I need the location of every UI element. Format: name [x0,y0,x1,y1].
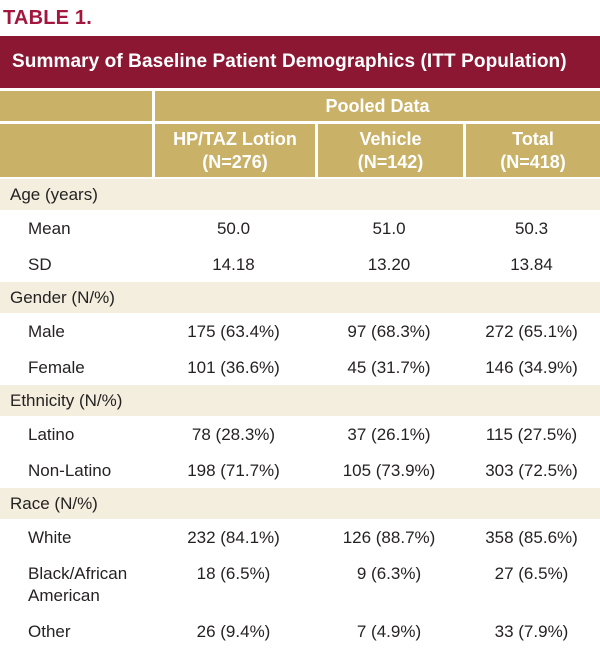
row-label: Mean [28,219,71,238]
column-header-row: HP/TAZ Lotion (N=276) Vehicle (N=142) To… [0,124,600,177]
column-header-vehicle-n: (N=142) [357,151,424,172]
column-header-total-n: (N=418) [500,151,566,172]
column-header-total: Total (N=418) [463,124,600,177]
table-row-black-african-american: Black/African American 18 (6.5%) 9 (6.3%… [0,555,600,613]
section-header-ethnicity: Ethnicity (N/%) [0,385,600,416]
cell-total: 146 (34.9%) [485,358,578,377]
row-label: Other [28,622,71,641]
cell-hptaz: 26 (9.4%) [196,622,271,641]
column-header-hptaz: HP/TAZ Lotion (N=276) [152,124,315,177]
table-title-text: Summary of Baseline Patient Demographics… [12,51,567,72]
cell-total: 27 (6.5%) [494,564,569,583]
cell-total: 50.3 [514,219,549,238]
table-row-sd: SD 14.18 13.20 13.84 [0,246,600,282]
row-label: Latino [28,425,75,444]
table-title-bar: Summary of Baseline Patient Demographics… [0,36,600,88]
row-label: Non-Latino [28,461,112,480]
cell-total: 272 (65.1%) [485,322,578,341]
demographics-table: Summary of Baseline Patient Demographics… [0,36,600,649]
cell-total: 33 (7.9%) [494,622,569,641]
cell-hptaz: 232 (84.1%) [187,528,280,547]
column-header-total-name: Total [512,128,554,149]
section-header-race: Race (N/%) [0,488,600,519]
table-row-non-latino: Non-Latino 198 (71.7%) 105 (73.9%) 303 (… [0,452,600,488]
cell-total: 13.84 [510,255,553,274]
table-row-mean: Mean 50.0 51.0 50.3 [0,210,600,246]
pooled-data-header: Pooled Data [152,91,600,121]
row-label: White [28,528,72,547]
table-number-title: TABLE 1. [3,7,93,29]
table-row-white: White 232 (84.1%) 126 (88.7%) 358 (85.6%… [0,519,600,555]
column-header-vehicle-name: Vehicle [359,128,422,149]
cell-vehicle: 7 (4.9%) [356,622,422,641]
cell-hptaz: 18 (6.5%) [196,564,271,583]
pooled-empty-cell [0,91,152,121]
cell-total: 115 (27.5%) [485,425,578,444]
cell-vehicle: 9 (6.3%) [356,564,422,583]
table-row-female: Female 101 (36.6%) 45 (31.7%) 146 (34.9%… [0,349,600,385]
pooled-data-row: Pooled Data [0,91,600,121]
cell-hptaz: 50.0 [216,219,251,238]
column-header-hptaz-n: (N=276) [202,151,268,172]
table-row-other: Other 26 (9.4%) 7 (4.9%) 33 (7.9%) [0,613,600,649]
cell-total: 303 (72.5%) [485,461,578,480]
cell-vehicle: 45 (31.7%) [347,358,431,377]
cell-hptaz: 101 (36.6%) [187,358,280,377]
table-row-latino: Latino 78 (28.3%) 37 (26.1%) 115 (27.5%) [0,416,600,452]
row-label: Black/African American [28,564,128,605]
cell-hptaz: 175 (63.4%) [187,322,280,341]
cell-hptaz: 14.18 [212,255,255,274]
cell-hptaz: 198 (71.7%) [187,461,280,480]
row-label: Male [28,322,65,341]
section-header-gender: Gender (N/%) [0,282,600,313]
cell-hptaz: 78 (28.3%) [191,425,276,444]
column-header-hptaz-name: HP/TAZ Lotion [173,128,297,149]
cell-vehicle: 126 (88.7%) [342,528,436,547]
cell-vehicle: 13.20 [367,255,411,274]
cell-vehicle: 37 (26.1%) [347,425,431,444]
column-header-empty-cell [0,124,152,177]
table-row-male: Male 175 (63.4%) 97 (68.3%) 272 (65.1%) [0,313,600,349]
cell-vehicle: 97 (68.3%) [347,322,431,341]
row-label: SD [28,255,52,274]
row-label: Female [28,358,85,377]
cell-vehicle: 51.0 [372,219,406,238]
cell-vehicle: 105 (73.9%) [342,461,436,480]
cell-total: 358 (85.6%) [485,528,578,547]
column-header-vehicle: Vehicle (N=142) [315,124,463,177]
section-header-age: Age (years) [0,179,600,210]
